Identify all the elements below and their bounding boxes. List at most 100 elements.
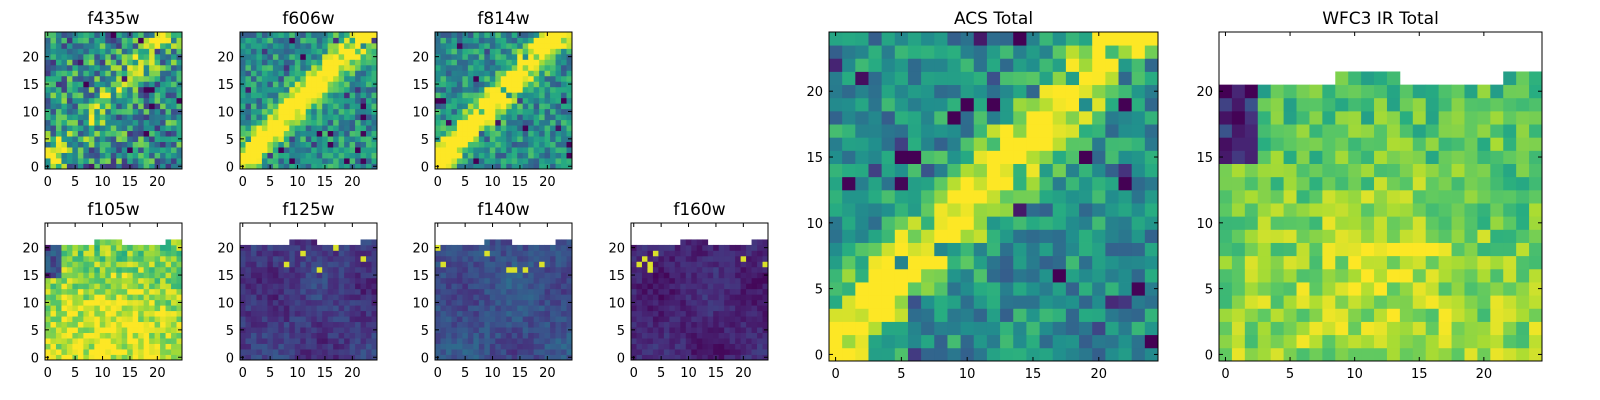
panel-f435w-cell [138,37,145,44]
panel-f125w-cell [250,332,257,339]
panel-f435w-cell [143,48,150,55]
panel-f160w-ytick-label: 20 [608,242,625,257]
panel-f105w-cell [66,343,73,350]
panel-f606w-title: f606w [282,9,334,29]
panel-f140w-cells [435,239,573,361]
panel-acs_total-cell [1079,71,1093,86]
panel-f814w-cell [462,114,469,121]
panel-f606w-cell [250,48,257,55]
panel-f814w-cell [478,59,485,66]
panel-f105w-cell [105,338,112,344]
panel-acs_total-cell [986,71,1001,86]
panel-f606w-cell [240,130,246,137]
panel-f160w-cell [696,299,703,306]
panel-f435w-cell [121,141,128,148]
panel-f606w-cell [294,103,301,110]
panel-f606w-cell [338,103,345,110]
panel-f814w-cell [555,152,562,159]
panel-f606w-cell [240,125,246,132]
panel-f435w-cell [77,48,84,55]
panel-f105w-cell [61,321,68,328]
panel-f160w-cell [707,299,714,306]
panel-f435w-cell [110,81,117,88]
panel-f105w-cell [88,321,95,328]
panel-f125w-cell [272,255,279,262]
panel-wfc3_ir_total-cell [1244,321,1259,336]
panel-f140w-cell [473,250,480,257]
panel-f125w-cell [322,310,329,317]
panel-f435w-cell [105,130,112,137]
panel-f160w-cell [663,327,670,333]
panel-f125w-ytick-label: 10 [217,296,234,311]
panel-f814w-cell [522,37,529,44]
panel-f105w-cell [154,244,161,251]
panel-f814w-cell [506,114,513,121]
panel-f125w-cell [344,244,350,251]
panel-acs_total-cell [842,308,856,322]
panel-f125w-cell [289,283,296,290]
panel-f606w-cell [322,108,329,115]
panel-f125w-cell [300,255,307,262]
panel-f105w-cell [176,316,183,323]
panel-f160w-cell [746,332,752,339]
panel-f125w-cell [300,305,307,312]
panel-f435w-cell [88,37,95,44]
panel-f105w-cell [165,338,172,344]
panel-f105w-cell [132,294,139,301]
panel-f606w-cell [316,42,323,49]
panel-f606w-cell [300,97,307,104]
panel-f105w-cell [138,250,145,257]
panel-f105w-cell [94,288,101,295]
panel-f140w-cell [484,321,491,328]
panel-f606w-cell [333,152,340,159]
panel-f160w-cell [740,332,747,339]
panel-wfc3_ir_total-cell [1296,347,1310,362]
panel-acs_total-cell [1105,71,1119,86]
panel-f105w-cell [110,343,117,350]
panel-f105w-cell [88,349,95,355]
panel-f160w-cell [762,332,769,339]
panel-f125w-cell [360,239,367,246]
panel-f140w-cell [440,294,447,301]
panel-f125w-cell [338,277,345,284]
panel-f435w-cell [143,64,150,71]
panel-f435w-cell [110,64,117,71]
panel-f814w-cell [489,108,496,115]
panel-f105w-cell [121,266,128,273]
panel-f606w-cell [366,48,372,55]
panel-f125w-cell [333,299,340,306]
panel-f125w-cell [338,272,345,279]
panel-f140w-cell [528,305,535,312]
panel-f105w-cell [105,310,112,317]
panel-f160w-cell [631,343,637,350]
panel-f160w-cell [751,244,758,251]
panel-f140w-cell [456,272,463,279]
panel-acs_total-cell [829,163,843,178]
panel-acs_total-cell [855,176,869,191]
panel-f435w-cell [121,130,128,137]
panel-f435w-cell [143,42,150,49]
panel-f160w-cell [631,294,637,301]
panel-f814w-cell [522,64,529,71]
panel-f160w-cell [757,354,763,361]
panel-f125w-cell [366,288,372,295]
panel-f105w-cell [149,316,155,323]
panel-f125w-cell [355,244,361,251]
panel-f435w-cell [50,147,57,153]
panel-f140w-cell [445,294,452,301]
panel-acs_total-cell [1118,71,1133,86]
panel-f140w-cell [478,354,485,361]
panel-f140w-cell [451,299,458,306]
panel-f814w-cell [489,81,496,88]
panel-f105w-cell [132,261,139,268]
panel-f125w-cell [256,283,263,290]
panel-f435w-cell [132,108,139,115]
panel-f140w-cell [462,310,469,317]
panel-f814w-cell [435,48,441,55]
panel-f814w-cell [544,37,551,44]
panel-f606w-cell [344,92,350,99]
panel-wfc3_ir_total-cell [1283,321,1297,336]
panel-f140w-cell [462,332,469,339]
panel-f105w-cell [160,277,166,284]
